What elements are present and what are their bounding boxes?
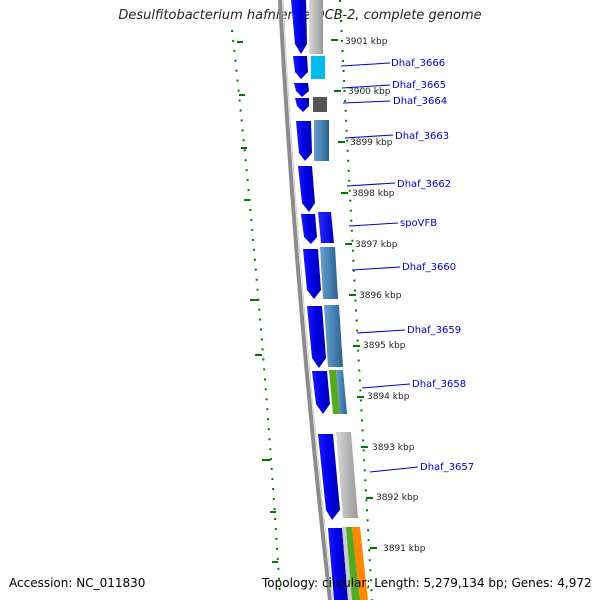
ruler-dashed-line bbox=[339, 0, 373, 600]
gene-label-dhaf-3662[interactable]: Dhaf_3662 bbox=[397, 179, 451, 190]
genome-summary: Topology: circular; Length: 5,279,134 bp… bbox=[262, 576, 592, 590]
backbone-highlight bbox=[282, 0, 334, 600]
cds-arrow[interactable] bbox=[307, 306, 326, 368]
cds-arrow[interactable] bbox=[312, 371, 330, 414]
gene-label-dhaf-3659[interactable]: Dhaf_3659 bbox=[407, 325, 461, 336]
backbone-arc bbox=[278, 0, 332, 600]
cds-arrow[interactable] bbox=[291, 0, 307, 54]
tick-label: 3895 kbp bbox=[363, 341, 406, 351]
cog-box[interactable] bbox=[352, 527, 368, 600]
cog-box[interactable] bbox=[313, 97, 327, 112]
tick-label: 3891 kbp bbox=[383, 544, 426, 554]
cds-arrow[interactable] bbox=[293, 56, 308, 79]
cds-arrow[interactable] bbox=[318, 434, 340, 520]
cog-box[interactable] bbox=[324, 305, 343, 367]
gene-label-dhaf-3666[interactable]: Dhaf_3666 bbox=[391, 58, 445, 69]
tick-marks bbox=[331, 39, 377, 549]
label-leaders bbox=[340, 62, 419, 473]
cog-box[interactable] bbox=[311, 56, 325, 79]
cog-box[interactable] bbox=[309, 0, 323, 54]
gene-label-dhaf-3664[interactable]: Dhaf_3664 bbox=[393, 96, 447, 107]
gene-label-dhaf-3663[interactable]: Dhaf_3663 bbox=[395, 131, 449, 142]
accession-text: Accession: NC_011830 bbox=[9, 576, 146, 590]
cds-arrow[interactable] bbox=[301, 214, 317, 244]
cog-box[interactable] bbox=[342, 527, 352, 600]
cog-box[interactable] bbox=[329, 370, 340, 414]
gc-skew-bars bbox=[237, 41, 278, 563]
cds-arrow[interactable] bbox=[296, 121, 312, 161]
cog-box[interactable] bbox=[345, 527, 360, 600]
cds-arrow[interactable] bbox=[295, 98, 309, 112]
cds-arrow[interactable] bbox=[298, 166, 315, 212]
gene-label-dhaf-3665[interactable]: Dhaf_3665 bbox=[392, 80, 446, 91]
tick-label: 3897 kbp bbox=[355, 240, 398, 250]
cds-arrow[interactable] bbox=[328, 528, 348, 600]
gc-skew-trace bbox=[231, 29, 281, 596]
tick-label: 3899 kbp bbox=[350, 138, 393, 148]
tick-label: 3893 kbp bbox=[372, 443, 415, 453]
gene-label-spovfb[interactable]: spoVFB bbox=[400, 218, 437, 229]
gene-label-dhaf-3658[interactable]: Dhaf_3658 bbox=[412, 379, 466, 390]
tick-label: 3896 kbp bbox=[359, 291, 402, 301]
tick-label: 3892 kbp bbox=[376, 493, 419, 503]
cds-arrow[interactable] bbox=[303, 249, 321, 299]
cds-track-inner bbox=[291, 0, 348, 600]
gene-label-dhaf-3660[interactable]: Dhaf_3660 bbox=[402, 262, 456, 273]
tick-label: 3901 kbp bbox=[345, 37, 388, 47]
cds-arrow[interactable] bbox=[318, 212, 334, 243]
cog-box[interactable] bbox=[314, 120, 329, 161]
gene-label-dhaf-3657[interactable]: Dhaf_3657 bbox=[420, 462, 474, 473]
cog-box[interactable] bbox=[336, 432, 358, 518]
cog-box[interactable] bbox=[320, 247, 338, 299]
cog-box[interactable] bbox=[336, 370, 347, 414]
cds-arrow[interactable] bbox=[294, 83, 309, 97]
tick-label: 3894 kbp bbox=[367, 392, 410, 402]
tick-label: 3900 kbp bbox=[348, 87, 391, 97]
tick-label: 3898 kbp bbox=[352, 189, 395, 199]
cog-track-outer bbox=[309, 0, 368, 600]
